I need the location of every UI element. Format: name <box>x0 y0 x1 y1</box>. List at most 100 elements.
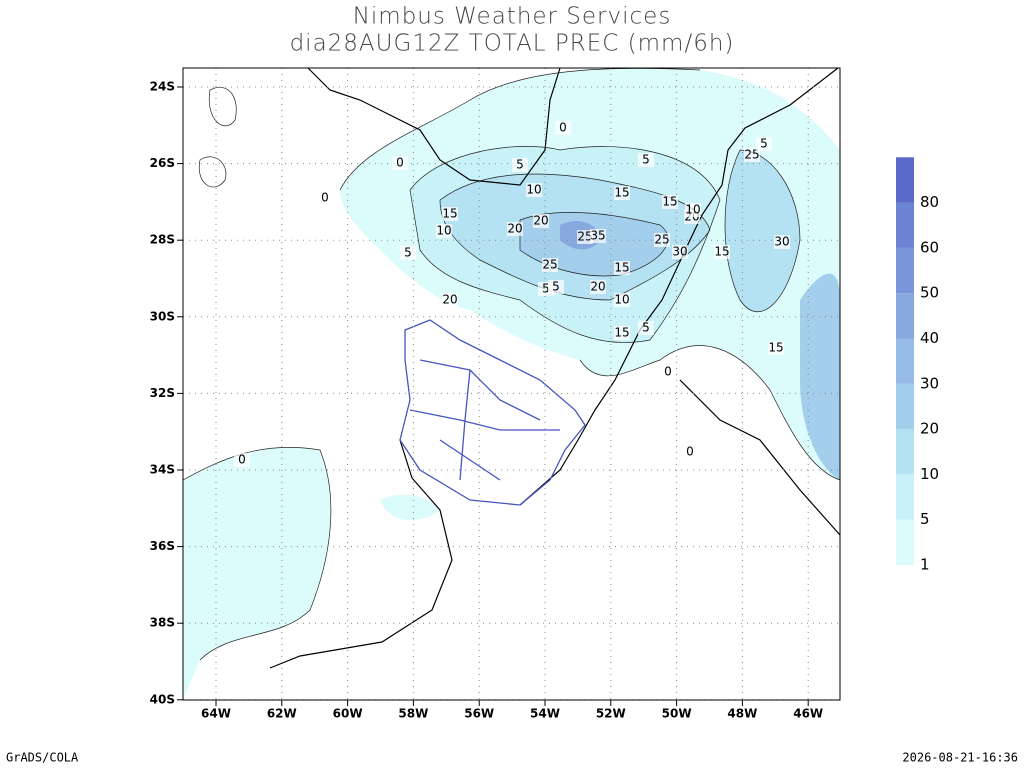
colorbar-label: 60 <box>920 238 939 256</box>
contour-label: 5 <box>404 246 412 260</box>
contour-label: 30 <box>672 245 687 259</box>
lon-tick-label: 62W <box>267 707 297 721</box>
contour-label: 15 <box>442 207 457 221</box>
contour-label-bg <box>614 261 630 275</box>
colorbar-label: 5 <box>920 510 930 528</box>
colorbar-box <box>896 519 914 565</box>
lon-tick-label: 52W <box>596 707 626 721</box>
colorbar-box <box>896 157 914 203</box>
contour-label: 25 <box>654 233 669 247</box>
contour-label-bg <box>662 195 678 209</box>
colorbar-label: 10 <box>920 465 939 483</box>
contour-label: 15 <box>662 195 677 209</box>
contour-label: 15 <box>614 261 629 275</box>
lon-tick-label: 58W <box>398 707 428 721</box>
contour-label: 10 <box>614 293 629 307</box>
contour-label: 0 <box>559 121 567 135</box>
contour-label-bg <box>714 245 730 259</box>
lat-tick-label: 30S <box>150 309 175 323</box>
contour-label-bg <box>507 222 523 236</box>
contour-label: 5 <box>552 280 560 294</box>
colorbar-box <box>896 338 914 384</box>
lat-tick-label: 34S <box>150 463 175 477</box>
contour-label: 30 <box>774 235 789 249</box>
contour-label: 5 <box>542 282 550 296</box>
contour-label: 10 <box>436 224 451 238</box>
map-frame <box>182 67 841 701</box>
contour-label-bg <box>548 280 564 294</box>
contour-label-bg <box>400 246 416 260</box>
lat-tick-label: 40S <box>150 692 175 706</box>
contour-label: 5 <box>760 137 768 151</box>
contour-label-bg <box>685 203 701 217</box>
lon-tick-label: 60W <box>333 707 363 721</box>
colorbar-label: 40 <box>920 329 939 347</box>
contour-label-bg <box>660 365 676 379</box>
colorbar-label: 80 <box>920 193 939 211</box>
contour-label-bg <box>234 453 250 467</box>
lat-tick-label: 36S <box>150 539 175 553</box>
contour-label-bg <box>672 245 688 259</box>
lat-tick-label: 26S <box>150 156 175 170</box>
lon-tick-label: 56W <box>464 707 494 721</box>
contour-label-bg <box>744 148 760 162</box>
contour-label-bg <box>577 230 593 244</box>
colorbar-box <box>896 247 914 294</box>
contour-label-bg <box>654 233 670 247</box>
lat-tick-label: 28S <box>150 233 175 247</box>
lat-tick-label: 32S <box>150 386 175 400</box>
contour-label: 25 <box>577 230 592 244</box>
contour-label-bg <box>555 121 571 135</box>
contour-label: 20 <box>442 293 457 307</box>
colorbar-box <box>896 202 914 248</box>
contour-label-bg <box>638 321 654 335</box>
colorbar-label: 50 <box>920 284 939 302</box>
lat-tick-label: 24S <box>150 80 175 94</box>
footer-left: GrADS/COLA <box>6 751 79 765</box>
colorbar-label: 20 <box>920 420 939 438</box>
contour-label: 5 <box>642 321 650 335</box>
lon-tick-label: 50W <box>662 707 692 721</box>
contour-label: 0 <box>238 453 246 467</box>
colorbar-label: 1 <box>920 556 930 574</box>
contour-label: 10 <box>526 183 541 197</box>
contour-label-bg <box>442 293 458 307</box>
colorbar-box <box>896 429 914 475</box>
contour-label-bg <box>590 280 606 294</box>
contour-label: 15 <box>714 245 729 259</box>
title: Nimbus Weather Services <box>353 4 672 30</box>
contour-label-bg <box>542 258 558 272</box>
lat-tick-label: 38S <box>150 616 175 630</box>
contour-label-bg <box>533 214 549 228</box>
contour-label: 0 <box>321 191 329 205</box>
coastline <box>269 67 841 669</box>
contour-label: 25 <box>744 148 759 162</box>
contour-label-bg <box>436 224 452 238</box>
subtitle: dia28AUG12Z TOTAL PREC (mm/6h) <box>290 31 735 57</box>
contour-label: 20 <box>590 280 605 294</box>
contour-label: 0 <box>664 365 672 379</box>
contour-label: 20 <box>533 214 548 228</box>
lon-tick-label: 46W <box>793 707 823 721</box>
contour-label-bg <box>756 137 772 151</box>
contour-label: 35 <box>590 229 605 243</box>
contour-label-bg <box>590 229 606 243</box>
contour-label-bg <box>768 341 784 355</box>
contour-label-bg <box>317 191 333 205</box>
contour-label-bg <box>774 235 790 249</box>
contour-label-bg <box>392 156 408 170</box>
contour-label: 0 <box>396 156 404 170</box>
contour-label-bg <box>614 186 630 200</box>
lon-tick-label: 48W <box>727 707 757 721</box>
colorbar-label: 30 <box>920 374 939 392</box>
contour-label: 15 <box>614 186 629 200</box>
contour-label: 5 <box>642 153 650 167</box>
contour-label: 15 <box>614 326 629 340</box>
contour-label: 20 <box>507 222 522 236</box>
contour-label: 10 <box>685 203 700 217</box>
colorbar-box <box>896 474 914 520</box>
contour-label-bg <box>512 158 528 172</box>
contour-label: 5 <box>516 158 524 172</box>
contour-label-bg <box>638 153 654 167</box>
